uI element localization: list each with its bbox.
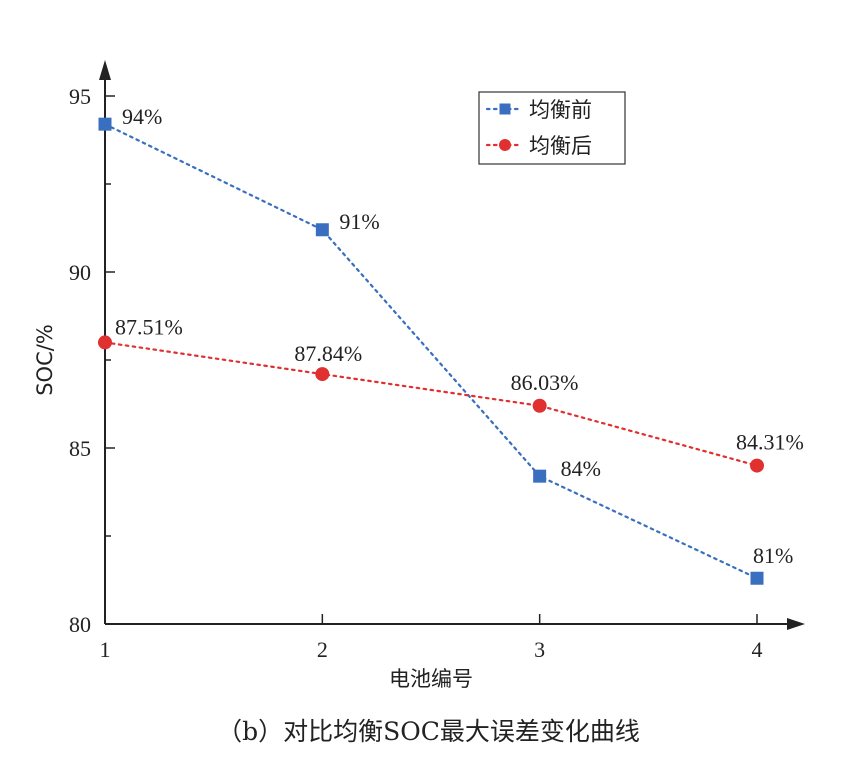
series-1-point	[98, 117, 112, 131]
chart-canvas: 80 85 90 95 1 2 3 4 电池编号 SOC/% 94% 91% 84% 81% 87.51% 8…	[33, 60, 805, 691]
y-tick-label: 85	[69, 436, 91, 461]
series-1-data-label: 84%	[561, 456, 601, 481]
y-axis-title: SOC/%	[33, 324, 57, 396]
series-1-point	[750, 571, 764, 585]
series-2-data-label: 86.03%	[511, 370, 579, 395]
series-line-2	[103, 341, 759, 467]
legend-label-1: 均衡前	[529, 98, 592, 122]
y-axis-arrow-icon	[99, 60, 111, 80]
x-tick-label: 1	[100, 637, 111, 662]
legend-marker-1	[499, 103, 511, 115]
series-2-point	[98, 335, 112, 350]
series-1-data-label: 81%	[753, 543, 793, 568]
y-tick-label: 90	[69, 260, 91, 285]
x-axis-arrow-icon	[787, 618, 805, 630]
x-axis-title: 电池编号	[389, 667, 473, 691]
series-line-1	[103, 123, 759, 580]
series-2-point	[532, 398, 547, 413]
x-tick-label: 2	[317, 637, 328, 662]
series-2-point	[315, 367, 330, 382]
series-1-data-label: 94%	[122, 104, 162, 129]
series-2-data-label: 84.31%	[736, 430, 804, 455]
legend-marker-2	[499, 139, 511, 151]
figure-caption: （b）对比均衡SOC最大误差变化曲线	[217, 717, 640, 746]
x-tick-label: 3	[534, 637, 545, 662]
y-tick-label: 80	[69, 612, 91, 637]
series-1-point	[315, 223, 329, 237]
x-tick-label: 4	[752, 637, 763, 662]
series-2-data-label: 87.51%	[115, 314, 183, 339]
series-2-data-label: 87.84%	[294, 341, 362, 366]
series-2-point	[750, 458, 764, 473]
series-1-data-label: 91%	[339, 209, 379, 234]
legend-label-2: 均衡后	[529, 134, 592, 158]
y-tick-label: 95	[69, 84, 91, 109]
series-1-point	[533, 469, 547, 483]
